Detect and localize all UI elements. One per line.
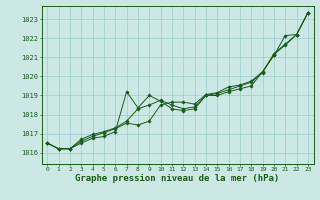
X-axis label: Graphe pression niveau de la mer (hPa): Graphe pression niveau de la mer (hPa)	[76, 174, 280, 183]
